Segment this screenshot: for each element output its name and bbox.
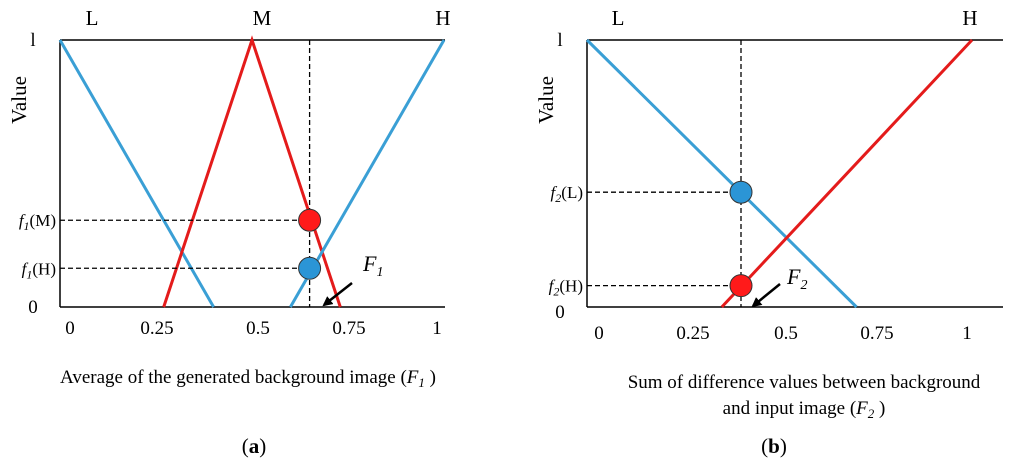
panel-label-a: (a) — [242, 434, 267, 458]
membership-line-2 — [720, 38, 974, 309]
input-arrow-label: F2 — [786, 264, 807, 293]
category-label-h: H — [962, 6, 977, 30]
x-axis-caption-line-1: Sum of difference values between backgro… — [628, 372, 981, 393]
input-arrow — [322, 282, 353, 307]
y-tick-zero: 0 — [555, 302, 565, 323]
y-axis-label: Value — [7, 76, 31, 124]
y-tick-one: l — [30, 30, 35, 51]
membership-lines — [58, 35, 446, 308]
x-tick-0-5: 0.5 — [246, 318, 270, 339]
panel-b: f2(L) f2(H) F2 L H l 0 Value 0 0.25 0.5 0.… — [534, 6, 1003, 458]
guide-lines — [60, 40, 311, 307]
y-axis-label: Value — [534, 76, 558, 124]
membership-point — [298, 208, 322, 232]
membership-line-1 — [58, 39, 215, 308]
x-tick-1: 1 — [962, 323, 972, 344]
membership-point — [729, 274, 753, 298]
input-arrow-label: F1 — [362, 251, 383, 280]
membership-points: f1(M) f1(H) F1 — [19, 208, 383, 307]
category-label-l: L — [86, 6, 99, 30]
membership-points: f2(L) f2(H) F2 — [549, 180, 807, 308]
x-tick-0: 0 — [594, 323, 604, 344]
membership-value-label: f2(H) — [549, 277, 583, 299]
category-label-l: L — [612, 6, 625, 30]
x-tick-1: 1 — [432, 318, 442, 339]
x-tick-0-5: 0.5 — [774, 323, 798, 344]
x-axis-caption-line-2: and input image (F2 ) — [723, 398, 886, 421]
x-tick-0-75: 0.75 — [860, 323, 893, 344]
x-tick-0: 0 — [65, 318, 75, 339]
membership-value-label: f2(L) — [551, 183, 583, 205]
membership-point — [729, 180, 753, 204]
membership-value-label: f1(M) — [19, 211, 56, 233]
x-axis-caption: Average of the generated background imag… — [60, 367, 436, 390]
membership-value-label: f1(H) — [22, 259, 56, 281]
category-label-m: M — [253, 6, 272, 30]
panel-label-b: (b) — [761, 434, 787, 458]
membership-point — [298, 256, 322, 280]
y-tick-one: l — [557, 30, 562, 51]
category-label-h: H — [435, 6, 450, 30]
guide-lines — [587, 40, 742, 307]
x-tick-0-25: 0.25 — [676, 323, 709, 344]
y-tick-zero: 0 — [28, 297, 38, 318]
x-tick-0-75: 0.75 — [332, 318, 365, 339]
x-tick-0-25: 0.25 — [140, 318, 173, 339]
membership-line-1 — [585, 38, 858, 309]
input-arrow — [751, 283, 781, 308]
membership-lines — [585, 38, 974, 309]
panel-a: f1(M)f1(H) F1 L M H l 0 Value 0 0.25 0.5 … — [7, 6, 451, 458]
